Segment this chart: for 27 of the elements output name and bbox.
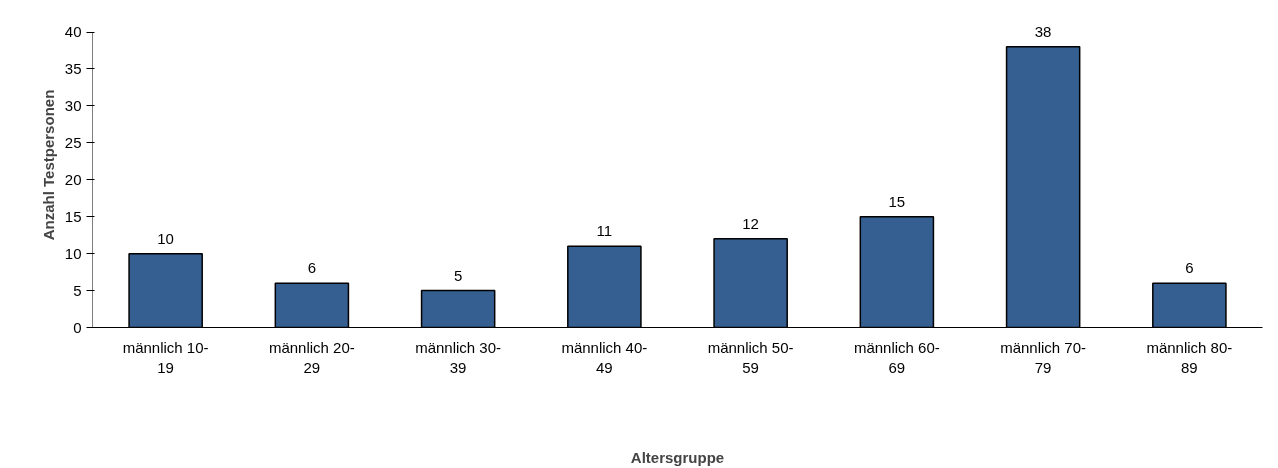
data-label: 5 bbox=[453, 266, 463, 284]
x-tick-label: männlich 80-89 bbox=[1146, 338, 1233, 376]
y-tick-label: 10 bbox=[64, 244, 82, 262]
x-tick-label: männlich 20-29 bbox=[268, 338, 355, 376]
data-label: 38 bbox=[1034, 22, 1052, 40]
y-axis-title: Anzahl Testpersonen bbox=[39, 89, 57, 241]
y-tick-label: 40 bbox=[64, 23, 82, 41]
y-tick-label: 30 bbox=[64, 96, 82, 114]
data-label: 6 bbox=[1185, 259, 1194, 277]
x-tick-label: männlich 60-69 bbox=[853, 338, 940, 376]
x-tick-label: männlich 30-39 bbox=[415, 338, 502, 376]
x-tick-label: männlich 70-79 bbox=[1000, 338, 1087, 376]
y-tick-label: 5 bbox=[73, 281, 82, 299]
y-tick-label: 25 bbox=[64, 133, 82, 151]
y-tick-label: 35 bbox=[64, 59, 82, 77]
data-label: 6 bbox=[307, 259, 317, 277]
y-tick-label: 15 bbox=[64, 207, 82, 225]
y-tick-label: 20 bbox=[64, 170, 82, 188]
data-label: 15 bbox=[888, 192, 906, 210]
x-tick-label: männlich 10-19 bbox=[122, 338, 209, 376]
y-tick-label: 0 bbox=[73, 318, 82, 336]
data-label: 12 bbox=[742, 214, 759, 232]
x-tick-label: männlich 50-59 bbox=[707, 338, 794, 376]
data-label: 10 bbox=[157, 229, 174, 247]
x-axis-title: Altersgruppe bbox=[630, 448, 725, 466]
data-label: 11 bbox=[596, 222, 613, 240]
x-tick-label: männlich 40-49 bbox=[561, 338, 648, 376]
